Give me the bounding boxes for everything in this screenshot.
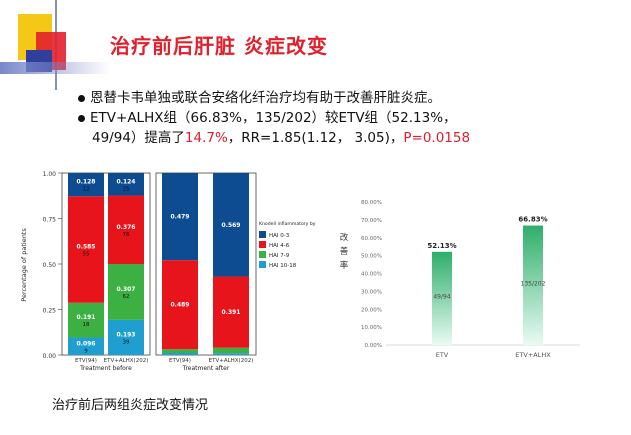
x-category-label: ETV(94) bbox=[75, 358, 97, 364]
y-tick-label: 80.00% bbox=[361, 200, 382, 206]
y-tick-label: 0.00 bbox=[43, 353, 57, 360]
y-tick-label: 20.00% bbox=[361, 307, 382, 313]
y-tick-label: 0.00% bbox=[365, 343, 382, 349]
stacked-bar-segment bbox=[108, 195, 144, 264]
x-category-label: ETV bbox=[436, 351, 449, 359]
segment-value-label: 0.489 bbox=[171, 302, 190, 309]
x-category-label: ETV+ALHX(202) bbox=[104, 358, 149, 364]
y-tick-label: 60.00% bbox=[361, 236, 382, 242]
bar-inner-label: 49/94 bbox=[433, 293, 450, 300]
stacked-bar-segment bbox=[68, 173, 104, 197]
stacked-bar-segment bbox=[162, 260, 198, 350]
slide-title: 治疗前后肝脏 炎症改变 bbox=[110, 34, 328, 58]
p-value: P=0.0158 bbox=[403, 130, 471, 146]
y-tick-label: 30.00% bbox=[361, 289, 382, 295]
stacked-bar-segment bbox=[213, 276, 249, 348]
legend-label: HAI 4-6 bbox=[269, 243, 290, 249]
segment-count-label: 76 bbox=[123, 232, 130, 238]
bullet-2-rr-text: ，RR=1.85(1.12， 3.05)， bbox=[227, 130, 404, 146]
segment-count-label: 55 bbox=[83, 252, 90, 258]
segment-value-label: 0.569 bbox=[222, 222, 241, 229]
legend-swatch bbox=[259, 231, 266, 238]
y-axis-label-char: 善 bbox=[340, 246, 349, 257]
stacked-bar-segment bbox=[68, 302, 104, 338]
stacked-bar-segment bbox=[162, 352, 198, 355]
chart-caption: 治疗前后两组炎症改变情况 bbox=[52, 398, 209, 413]
y-tick-label: 1.00 bbox=[43, 171, 57, 178]
improvement-bar bbox=[523, 225, 543, 345]
stacked-bar-segment bbox=[68, 196, 104, 303]
segment-value-label: 0.479 bbox=[171, 214, 190, 221]
segment-value-label: 0.585 bbox=[77, 244, 96, 251]
segment-value-label: 0.096 bbox=[77, 340, 96, 347]
y-axis-label: Percentage of patients bbox=[20, 228, 28, 302]
improvement-bar bbox=[432, 251, 452, 345]
bar-value-label: 66.83% bbox=[518, 216, 547, 224]
y-tick-label: 40.00% bbox=[361, 272, 382, 278]
x-category-label: ETV+ALHX bbox=[515, 351, 551, 359]
legend-label: HAI 0-3 bbox=[269, 233, 290, 239]
stacked-bar-segment bbox=[162, 173, 198, 261]
segment-value-label: 0.307 bbox=[117, 286, 136, 293]
segment-value-label: 0.124 bbox=[117, 178, 136, 185]
stacked-bar-segment bbox=[213, 173, 249, 277]
segment-value-label: 0.376 bbox=[117, 224, 136, 231]
y-tick-label: 70.00% bbox=[361, 218, 382, 224]
segment-count-label: 39 bbox=[123, 339, 130, 345]
y-tick-label: 0.50 bbox=[43, 262, 57, 269]
y-tick-label: 0.25 bbox=[43, 308, 57, 315]
y-axis-label-char: 率 bbox=[340, 260, 349, 271]
y-tick-label: 50.00% bbox=[361, 254, 382, 260]
legend-label: HAI 10-18 bbox=[269, 263, 297, 269]
improvement-bar-chart: 0.00% 10.00% 20.00% 30.00% 40.00% 50.00% 60.00… bbox=[340, 200, 580, 359]
stacked-bar-segment bbox=[108, 173, 144, 196]
segment-count-label: 62 bbox=[123, 294, 130, 300]
legend-swatch bbox=[259, 251, 266, 258]
stacked-bar-segment bbox=[213, 347, 249, 354]
group-label: Treatment after bbox=[182, 365, 230, 372]
segment-value-label: 0.193 bbox=[117, 331, 136, 338]
segment-count-label: 9 bbox=[84, 348, 88, 354]
segment-count-label: 12 bbox=[83, 187, 90, 193]
bullet-dot bbox=[78, 95, 85, 102]
legend-title: Knodell inflammatory by ishak score bbox=[259, 221, 316, 227]
bar-value-label: 52.13% bbox=[427, 242, 456, 250]
bullet-2: ETV+ALHX组（66.83%，135/202）较ETV组（52.13%， bbox=[78, 108, 457, 128]
segment-value-label: 0.391 bbox=[222, 309, 241, 316]
stacked-bar-chart: 0.00 0.25 0.50 0.75 1.00 Percentage of patien… bbox=[20, 171, 316, 372]
decor-gradient-bar bbox=[0, 62, 110, 74]
legend-swatch bbox=[259, 241, 266, 248]
segment-count-label: 18 bbox=[83, 322, 90, 328]
stacked-bar-segment bbox=[213, 353, 249, 355]
stacked-bar-segment bbox=[108, 264, 144, 320]
y-tick-label: 10.00% bbox=[361, 325, 382, 331]
bullet-2-text-line1: ETV+ALHX组（66.83%，135/202）较ETV组（52.13%， bbox=[90, 110, 457, 126]
stacked-bar-segment bbox=[108, 319, 144, 355]
segment-count-label: 25 bbox=[123, 186, 130, 192]
bar-inner-label: 135/202 bbox=[521, 280, 546, 287]
stacked-bar-segment bbox=[162, 349, 198, 353]
x-category-label: ETV(94) bbox=[169, 358, 191, 364]
improvement-highlight: 14.7% bbox=[184, 130, 228, 146]
legend-label: HAI 7-9 bbox=[269, 253, 290, 259]
y-tick-label: 0.75 bbox=[43, 217, 57, 224]
bullet-1: 恩替卡韦单独或联合安络化纤治疗均有助于改善肝脏炎症。 bbox=[78, 88, 441, 108]
bullet-dot bbox=[78, 115, 85, 122]
x-category-label: ETV+ALHX(202) bbox=[209, 358, 254, 364]
bullet-2-line2: 49/94）提高了14.7%，RR=1.85(1.12， 3.05)，P=0.0… bbox=[92, 128, 470, 148]
segment-value-label: 0.191 bbox=[77, 314, 96, 321]
stacked-bar-segment bbox=[68, 337, 104, 355]
legend-swatch bbox=[259, 261, 266, 268]
bullet-1-text: 恩替卡韦单独或联合安络化纤治疗均有助于改善肝脏炎症。 bbox=[90, 90, 441, 106]
bullet-2-text-line2: 49/94）提高了 bbox=[92, 130, 185, 146]
y-axis-label-char: 改 bbox=[340, 232, 349, 243]
group-label: Treatment before bbox=[79, 365, 132, 372]
segment-value-label: 0.128 bbox=[77, 179, 96, 186]
